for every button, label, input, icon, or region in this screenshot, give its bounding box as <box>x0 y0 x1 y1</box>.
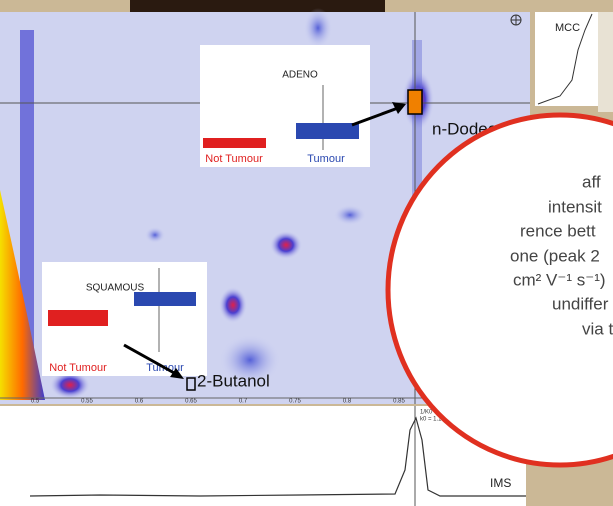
photo-strip <box>130 0 385 12</box>
mcc-title: MCC <box>555 22 580 34</box>
adeno-inset: ADENO Not Tumour Tumour <box>200 45 370 167</box>
x-tick-label: 0.85 <box>393 399 405 405</box>
callout-line: undiffer <box>552 294 609 313</box>
inset-label: Not Tumour <box>205 153 263 165</box>
inset-label: Tumour <box>307 153 345 165</box>
callout-line: cm² V⁻¹ s⁻¹) <box>513 270 606 289</box>
ims-title: IMS <box>490 476 511 490</box>
x-tick-label: 0.8 <box>343 399 352 405</box>
inset-title: SQUAMOUS <box>86 283 145 294</box>
squamous-inset: SQUAMOUS Not Tumour Tumour <box>42 262 207 376</box>
inset-title: ADENO <box>282 70 318 81</box>
callout-line: aff <box>582 172 601 191</box>
compound-label: 2-Butanol <box>197 371 270 390</box>
x-tick-label: 0.55 <box>81 399 93 405</box>
inset-label: Not Tumour <box>49 362 107 374</box>
side-panel <box>598 12 613 112</box>
x-tick-label: 0.65 <box>185 399 197 405</box>
figure: 0.50.550.60.650.70.750.80.850.90.95 MCC … <box>0 0 613 506</box>
x-tick-label: 0.7 <box>239 399 248 405</box>
callout-line: one (peak 2 <box>510 246 600 265</box>
x-tick-label: 0.5 <box>31 399 40 405</box>
callout-line: rence bett <box>520 221 596 240</box>
callout-line: intensit <box>548 197 602 216</box>
x-tick-label: 0.6 <box>135 399 144 405</box>
callout-line: via t <box>582 319 613 338</box>
x-tick-label: 0.75 <box>289 399 301 405</box>
